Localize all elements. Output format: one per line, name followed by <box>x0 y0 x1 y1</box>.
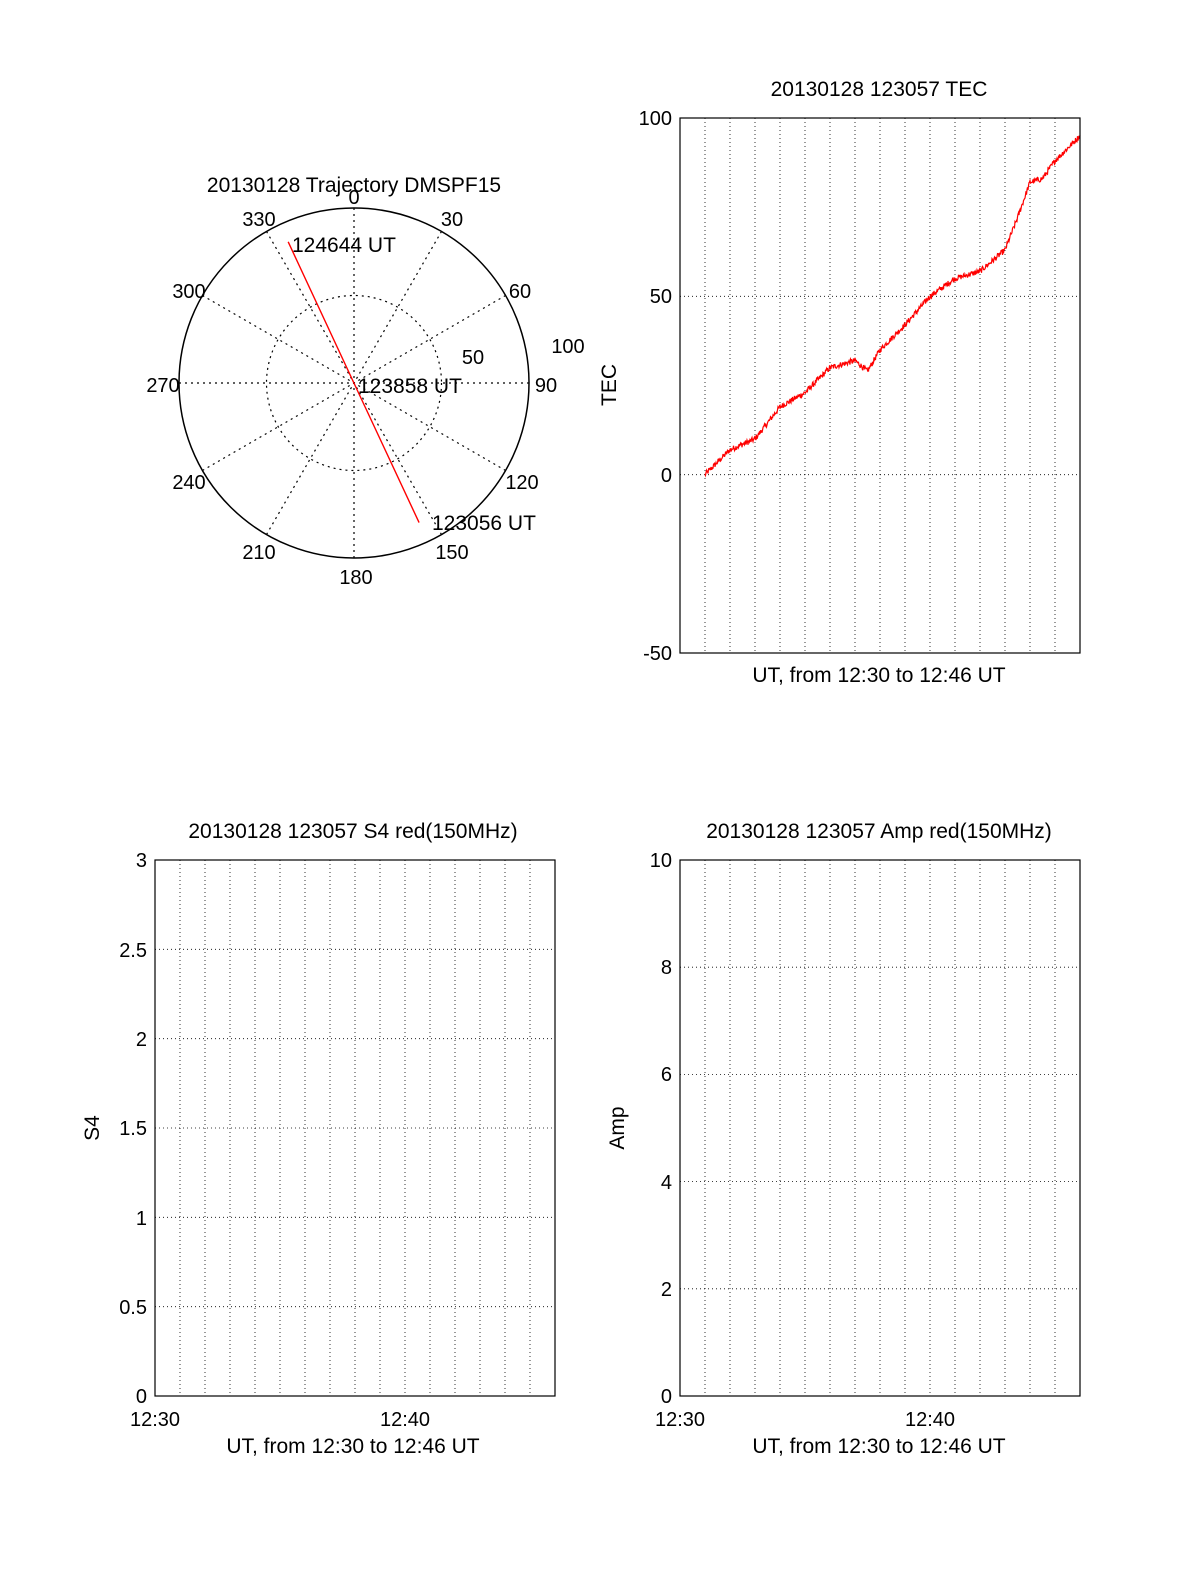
angle-label-270: 270 <box>146 375 179 397</box>
angle-label-90: 90 <box>535 375 557 397</box>
polar-angle-labels: 0 30 60 90 120 150 180 210 240 270 300 3… <box>146 187 557 589</box>
amp-ytick-label: 4 <box>661 1172 672 1194</box>
s4-ytick-label: 2.5 <box>119 940 147 962</box>
amp-ytick-label: 2 <box>661 1279 672 1301</box>
amp-ytick-label: 6 <box>661 1064 672 1086</box>
amp-panel: 20130128 123057 Amp red(150MHz) 0 2 4 6 … <box>606 820 1081 1458</box>
amp-ylabel: Amp <box>606 1106 629 1149</box>
s4-gridlines <box>155 860 555 1396</box>
tec-xlabel: UT, from 12:30 to 12:46 UT <box>752 664 1005 687</box>
angle-label-0: 0 <box>348 187 359 209</box>
amp-ytick-label: 8 <box>661 957 672 979</box>
angle-label-30: 30 <box>441 209 463 231</box>
amp-gridlines <box>680 860 1080 1396</box>
trajectory-line <box>287 241 420 523</box>
s4-xtick-label: 12:40 <box>380 1409 430 1431</box>
angle-label-240: 240 <box>172 472 205 494</box>
tec-ylabel: TEC <box>598 364 621 406</box>
amp-xtick-label: 12:30 <box>655 1409 705 1431</box>
s4-panel: 20130128 123057 S4 red(150MHz) 0 0.5 1 1… <box>81 820 556 1458</box>
angle-label-330: 330 <box>242 209 275 231</box>
tec-y-ticks: -50 0 50 100 <box>639 108 672 665</box>
s4-xlabel: UT, from 12:30 to 12:46 UT <box>226 1435 479 1458</box>
trajectory-panel: 20130128 Trajectory DMSPF15 0 30 60 90 1… <box>146 174 584 589</box>
angle-label-150: 150 <box>435 542 468 564</box>
track-start-label: 123056 UT <box>432 512 536 535</box>
tec-gridlines <box>680 118 1080 653</box>
tec-ytick-label: 100 <box>639 108 672 130</box>
s4-ytick-label: 1 <box>136 1208 147 1230</box>
amp-ytick-label: 10 <box>650 850 672 872</box>
radial-label-50: 50 <box>462 347 484 369</box>
tec-title: 20130128 123057 TEC <box>771 78 988 101</box>
angle-label-180: 180 <box>339 567 372 589</box>
angle-label-120: 120 <box>505 472 538 494</box>
track-end-label: 124644 UT <box>292 234 396 257</box>
trajectory-track <box>287 241 420 523</box>
tec-ytick-label: 50 <box>650 286 672 308</box>
trajectory-title: 20130128 Trajectory DMSPF15 <box>207 174 501 197</box>
amp-plot-frame <box>679 859 1081 1397</box>
amp-y-ticks: 0 2 4 6 8 10 <box>650 850 672 1408</box>
s4-xtick-label: 12:30 <box>130 1409 180 1431</box>
amp-ytick-label: 0 <box>661 1386 672 1408</box>
track-mid-label: 123858 UT <box>358 375 462 398</box>
amp-xtick-label: 12:40 <box>905 1409 955 1431</box>
s4-ytick-label: 3 <box>136 850 147 872</box>
polar-inner-ring <box>265 294 443 472</box>
s4-ytick-label: 2 <box>136 1029 147 1051</box>
tec-red-series <box>704 135 1081 478</box>
amp-xlabel: UT, from 12:30 to 12:46 UT <box>752 1435 1005 1458</box>
s4-y-ticks: 0 0.5 1 1.5 2 2.5 3 <box>119 850 147 1408</box>
s4-ytick-label: 0.5 <box>119 1297 147 1319</box>
amp-title: 20130128 123057 Amp red(150MHz) <box>706 820 1052 843</box>
s4-ytick-label: 0 <box>136 1386 147 1408</box>
s4-ylabel: S4 <box>81 1115 104 1141</box>
tec-ytick-label: 0 <box>661 465 672 487</box>
angle-label-210: 210 <box>242 542 275 564</box>
s4-title: 20130128 123057 S4 red(150MHz) <box>188 820 517 843</box>
radial-label-100: 100 <box>551 336 584 358</box>
angle-label-60: 60 <box>509 281 531 303</box>
tec-plot-frame <box>679 117 1081 654</box>
tec-panel: 20130128 123057 TEC -50 0 50 100 UT, fro… <box>598 78 1081 687</box>
tec-series <box>704 135 1081 478</box>
s4-plot-frame <box>154 859 556 1397</box>
tec-ytick-label: -50 <box>643 643 672 665</box>
s4-ytick-label: 1.5 <box>119 1118 147 1140</box>
angle-label-300: 300 <box>172 281 205 303</box>
